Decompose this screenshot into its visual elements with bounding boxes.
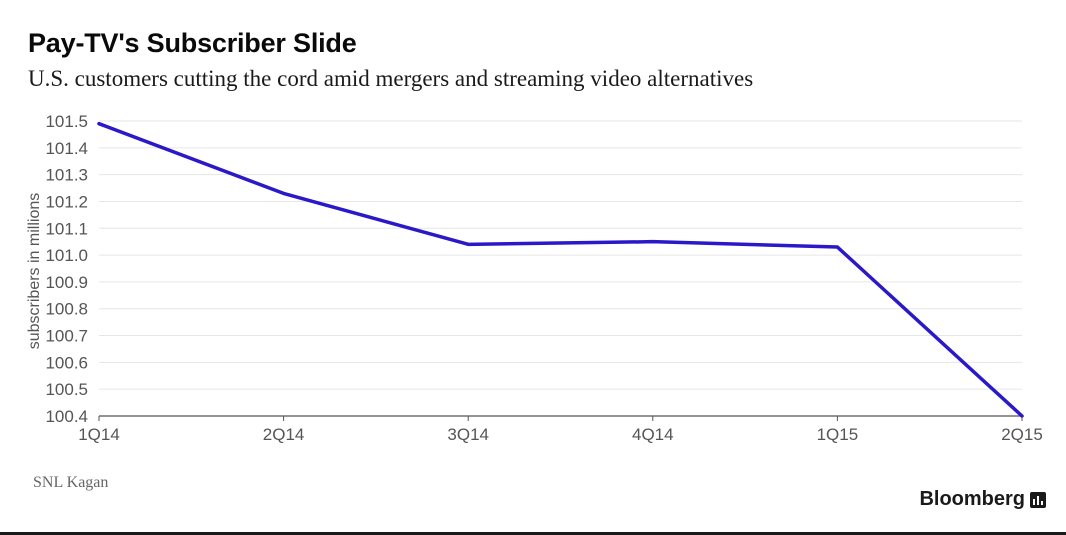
y-tick-label: 100.8 <box>45 300 88 319</box>
y-tick-label: 101.4 <box>45 139 88 158</box>
y-tick-label: 100.4 <box>45 407 88 426</box>
x-tick-label: 2Q14 <box>263 425 305 444</box>
data-point <box>1020 414 1024 418</box>
line-chart: 101.5 101.4 101.3 101.2 101.1 101.0 100.9 100.8… <box>26 112 1043 444</box>
chart-title: Pay-TV's Subscriber Slide <box>28 28 357 58</box>
y-tick-label: 101.2 <box>45 192 88 211</box>
source-note: SNL Kagan <box>33 474 109 491</box>
x-tick-label: 1Q14 <box>78 425 120 444</box>
y-axis-ticks: 101.5 101.4 101.3 101.2 101.1 101.0 100.9 100.8… <box>45 112 88 426</box>
brand-logo: Bloomberg <box>919 488 1046 511</box>
y-tick-label: 101.5 <box>45 112 88 131</box>
y-tick-label: 100.9 <box>45 273 88 292</box>
y-tick-label: 101.0 <box>45 246 88 265</box>
y-tick-label: 100.7 <box>45 327 88 346</box>
x-tick-label: 1Q15 <box>817 425 859 444</box>
data-point <box>282 191 286 195</box>
x-tick-label: 4Q14 <box>632 425 674 444</box>
y-tick-label: 101.3 <box>45 166 88 185</box>
gridlines <box>99 120 1022 390</box>
y-axis-label: subscribers in millions <box>26 193 43 350</box>
data-point <box>835 245 839 249</box>
series-layer <box>97 121 1024 418</box>
series-line <box>97 121 1024 418</box>
y-tick-label: 100.6 <box>45 353 88 372</box>
chart-subtitle: U.S. customers cutting the cord amid mer… <box>28 66 754 91</box>
x-axis-ticks: 1Q14 2Q14 3Q14 4Q14 1Q15 2Q15 <box>78 416 1043 444</box>
bottom-rule <box>0 532 1066 535</box>
data-point <box>97 122 101 126</box>
bar-chart-icon <box>1030 491 1046 508</box>
y-tick-label: 101.1 <box>45 219 88 238</box>
y-tick-label: 100.5 <box>45 380 88 399</box>
x-tick-label: 2Q15 <box>1001 425 1043 444</box>
brand-name: Bloomberg <box>919 488 1025 510</box>
x-tick-label: 3Q14 <box>447 425 489 444</box>
data-point <box>651 240 655 244</box>
data-point <box>466 242 470 246</box>
